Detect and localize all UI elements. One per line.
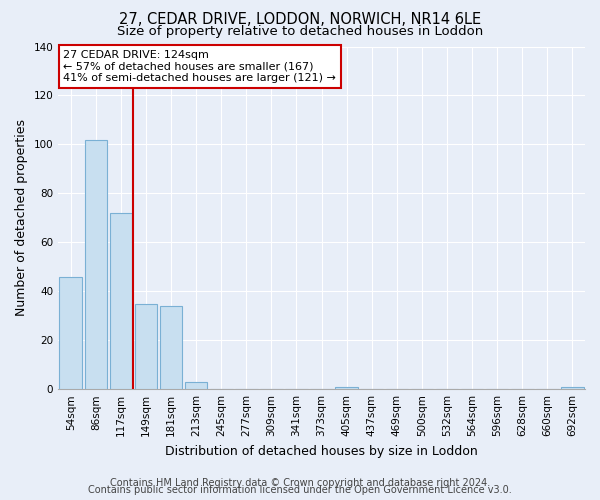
Text: 27, CEDAR DRIVE, LODDON, NORWICH, NR14 6LE: 27, CEDAR DRIVE, LODDON, NORWICH, NR14 6…: [119, 12, 481, 28]
X-axis label: Distribution of detached houses by size in Loddon: Distribution of detached houses by size …: [165, 444, 478, 458]
Text: 27 CEDAR DRIVE: 124sqm
← 57% of detached houses are smaller (167)
41% of semi-de: 27 CEDAR DRIVE: 124sqm ← 57% of detached…: [64, 50, 337, 83]
Text: Contains public sector information licensed under the Open Government Licence v3: Contains public sector information licen…: [88, 485, 512, 495]
Bar: [185, 382, 208, 389]
Text: Contains HM Land Registry data © Crown copyright and database right 2024.: Contains HM Land Registry data © Crown c…: [110, 478, 490, 488]
Y-axis label: Number of detached properties: Number of detached properties: [15, 120, 28, 316]
Bar: [134, 304, 157, 389]
Bar: [160, 306, 182, 389]
Text: Size of property relative to detached houses in Loddon: Size of property relative to detached ho…: [117, 25, 483, 38]
Bar: [335, 386, 358, 389]
Bar: [561, 386, 584, 389]
Bar: [59, 276, 82, 389]
Bar: [110, 213, 132, 389]
Bar: [85, 140, 107, 389]
